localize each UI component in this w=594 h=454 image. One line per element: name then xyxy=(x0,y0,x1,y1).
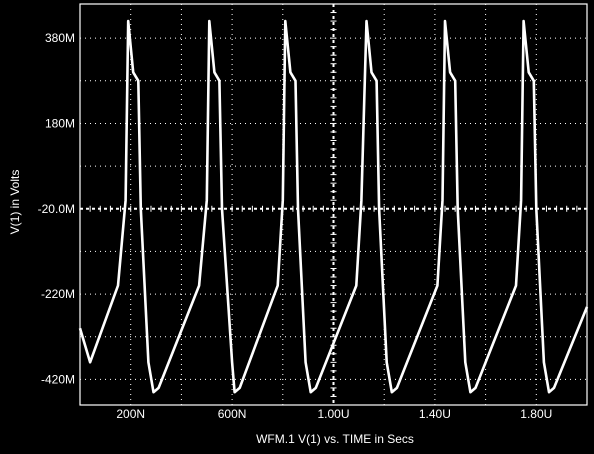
y-tick-label: -220M xyxy=(41,287,75,301)
x-axis-label: WFM.1 V(1) vs. TIME in Secs xyxy=(256,432,414,446)
series-line xyxy=(78,19,589,394)
tick-labels: 200N 600N 1.00U 1.40U 1.80U 380M 180M -20.0M -22… xyxy=(38,31,553,421)
axes xyxy=(79,3,588,406)
x-tick-label: 200N xyxy=(116,407,145,421)
y-tick-label: -420M xyxy=(41,372,75,386)
x-tick-label: 1.00U xyxy=(317,407,349,421)
y-axis-label: V(1) in Volts xyxy=(8,170,22,235)
x-tick-label: 1.40U xyxy=(419,407,451,421)
y-tick-label: 180M xyxy=(45,116,75,130)
x-tick-label: 600N xyxy=(218,407,247,421)
y-tick-label: 380M xyxy=(45,31,75,45)
y-tick-label: -20.0M xyxy=(38,202,75,216)
plot-frame xyxy=(79,3,588,406)
x-tick-label: 1.80U xyxy=(520,407,552,421)
traces xyxy=(78,19,589,394)
